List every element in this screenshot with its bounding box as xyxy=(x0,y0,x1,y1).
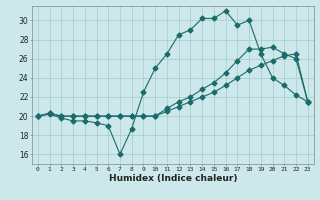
X-axis label: Humidex (Indice chaleur): Humidex (Indice chaleur) xyxy=(108,174,237,183)
